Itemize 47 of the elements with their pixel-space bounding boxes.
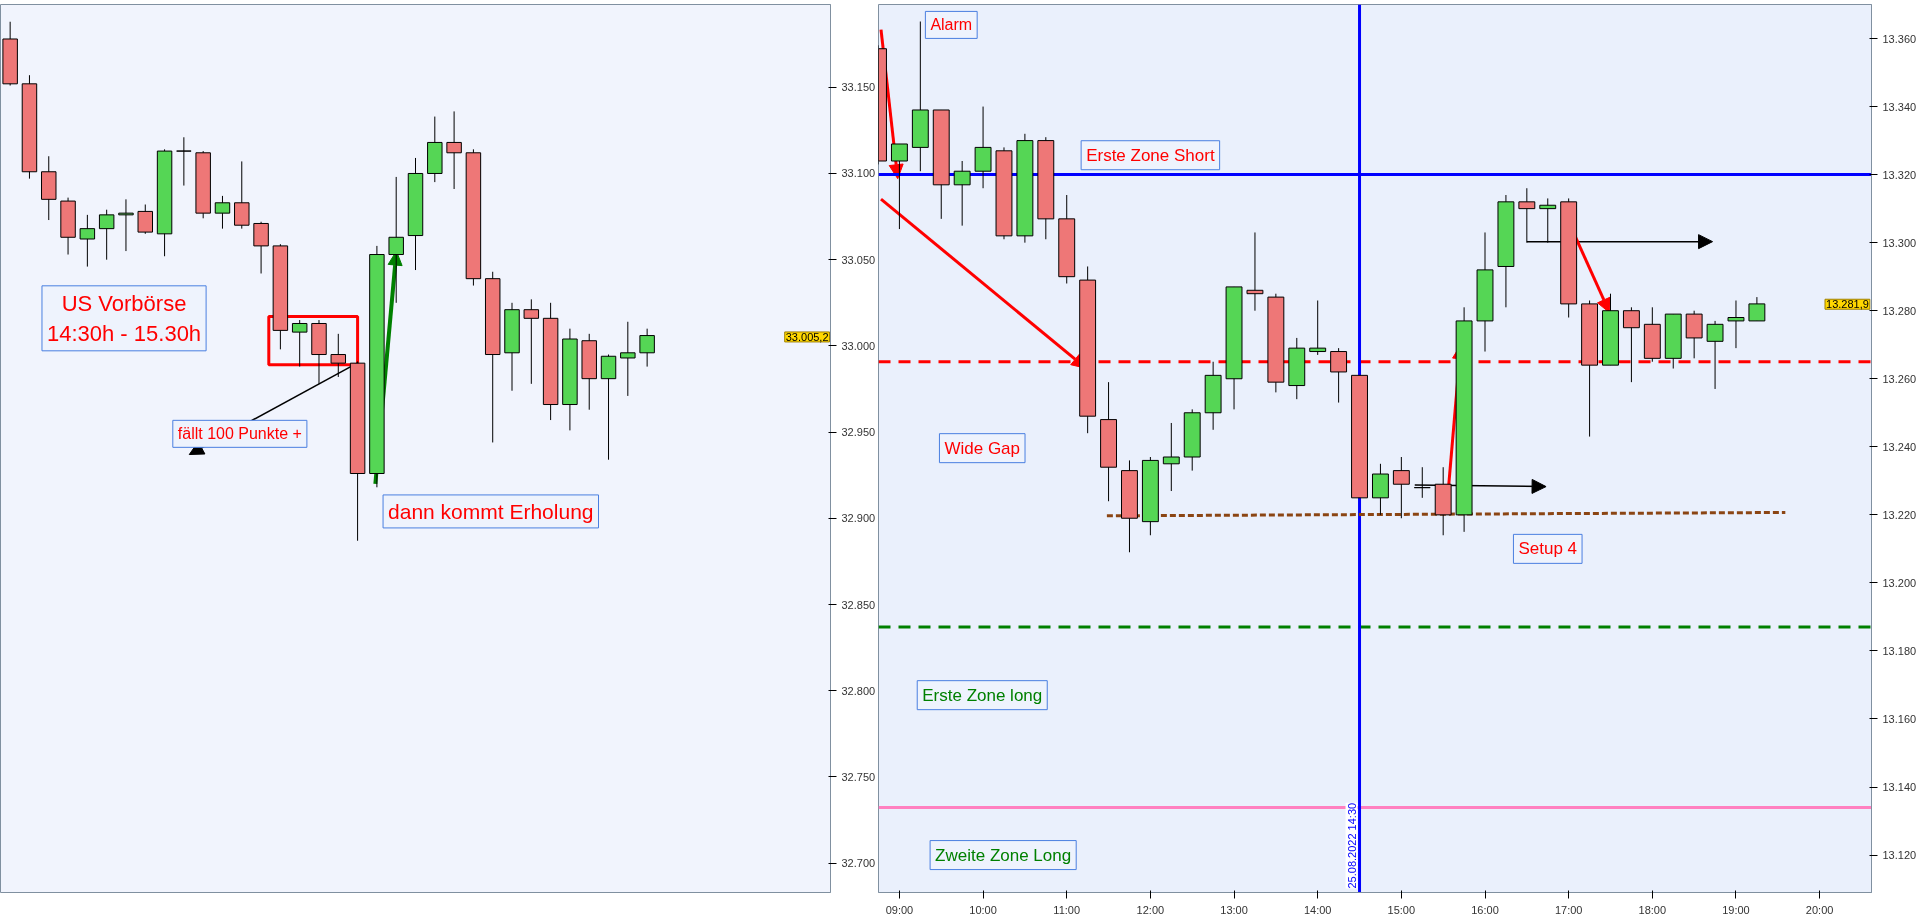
annotation: Erste Zone long: [922, 685, 1043, 705]
y-tick-label: 33.150: [841, 81, 876, 94]
x-tick-label: 17:00: [1554, 903, 1583, 916]
y-tick-label: 13.200: [1882, 576, 1917, 589]
annotation: Erste Zone Short: [1086, 145, 1215, 165]
y-tick-label: 13.160: [1882, 712, 1917, 725]
y-tick-label: 13.240: [1882, 440, 1917, 453]
annotation: 33.005,2: [785, 330, 829, 343]
annotation: 13.281,9: [1826, 298, 1869, 311]
y-tick-label: 13.220: [1882, 508, 1917, 521]
x-tick-label: 12:00: [1136, 903, 1165, 916]
x-tick-label: 09:00: [885, 903, 914, 916]
annotation: Alarm: [930, 16, 973, 34]
x-tick-label: 20:00: [1805, 903, 1834, 916]
x-tick-label: 18:00: [1638, 903, 1667, 916]
y-tick-label: 13.180: [1882, 644, 1917, 657]
annotation: Wide Gap: [944, 438, 1021, 458]
y-tick-label: 33.000: [841, 339, 876, 352]
y-tick-label: 33.050: [841, 253, 876, 266]
x-tick-label: 14:00: [1303, 903, 1332, 916]
x-tick-label: 19:00: [1722, 903, 1750, 916]
y-tick-label: 32.700: [841, 857, 876, 870]
y-tick-label: 13.320: [1882, 168, 1917, 181]
y-tick-label: 32.800: [841, 684, 876, 697]
y-tick-label: 32.900: [841, 512, 876, 525]
y-tick-label: 32.850: [841, 598, 876, 611]
x-tick-label: 10:00: [969, 903, 997, 916]
x-tick-label: 11:00: [1053, 903, 1081, 916]
y-tick-label: 13.340: [1882, 100, 1917, 113]
annotation: dann kommt Erholung: [388, 499, 594, 523]
annotation: Setup 4: [1518, 539, 1578, 559]
x-tick-label: 13:00: [1220, 903, 1248, 916]
y-tick-label: 13.260: [1882, 372, 1917, 385]
y-tick-label: 13.300: [1882, 236, 1917, 249]
x-tick-label: 15:00: [1387, 903, 1416, 916]
x-tick-label: 16:00: [1471, 903, 1499, 916]
ref-line-label: 25.08.2022 14:30: [1345, 802, 1358, 889]
y-tick-label: 13.360: [1882, 32, 1917, 45]
annotation: fällt 100 Punkte +: [177, 425, 302, 443]
annotation: US Vorbörse 14:30h - 15.30h: [46, 290, 202, 346]
y-tick-label: 13.120: [1882, 849, 1917, 862]
annotation: Zweite Zone Long: [935, 845, 1072, 865]
y-tick-label: 13.140: [1882, 781, 1917, 794]
y-tick-label: 32.950: [841, 426, 876, 439]
y-tick-label: 13.280: [1882, 304, 1917, 317]
y-tick-label: 32.750: [841, 770, 876, 783]
y-tick-label: 33.100: [841, 167, 876, 180]
